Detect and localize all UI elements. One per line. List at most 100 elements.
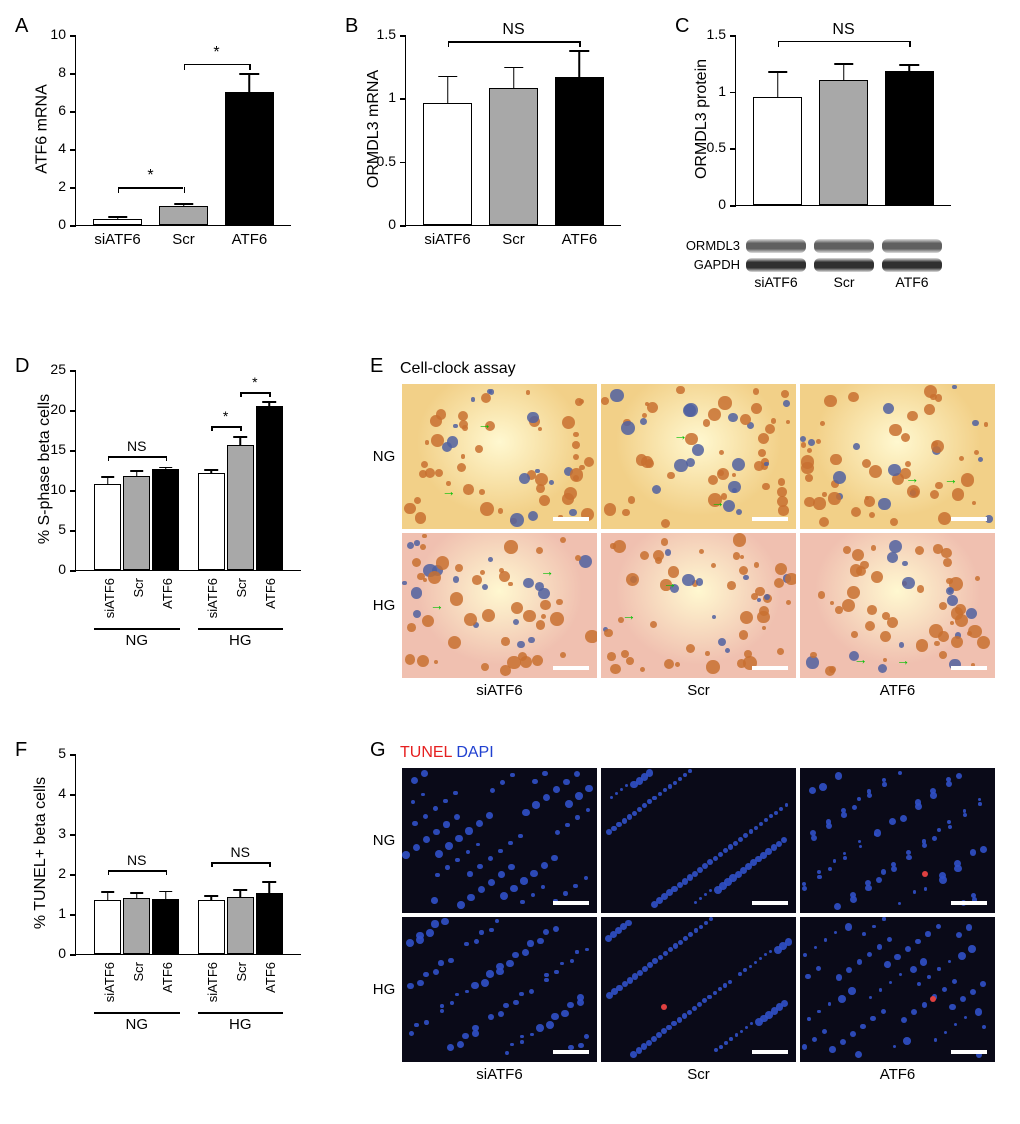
western-blots: ORMDL3 GAPDH siATF6 Scr ATF6: [680, 238, 990, 290]
significance-label: NS: [127, 852, 146, 868]
arrow-marker: →: [896, 652, 910, 668]
panel-e: E Cell-clock assay NG→→→→→→HG→→→→→→siATF…: [370, 360, 1020, 704]
ytick-label: 0: [26, 561, 66, 577]
bar: [256, 893, 283, 954]
ytick-label: 15: [26, 441, 66, 457]
ytick-label: 10: [26, 481, 66, 497]
ytick-label: 6: [26, 102, 66, 118]
bar: [94, 900, 121, 954]
ytick-label: 1.5: [686, 26, 726, 42]
bar: [198, 473, 225, 570]
blot-band: [882, 239, 942, 253]
bar: [198, 900, 225, 954]
arrow-marker: →: [478, 416, 492, 432]
arrow-marker: →: [430, 597, 444, 613]
group-label: NG: [94, 632, 180, 649]
x-label: ATF6: [225, 231, 274, 248]
ytick-label: 25: [26, 361, 66, 377]
ylabel-a: ATF6 mRNA: [34, 84, 52, 173]
microscopy-image: →→: [601, 533, 796, 678]
ytick-label: 5: [26, 521, 66, 537]
micro-col-label: Scr: [601, 682, 796, 704]
row-1: A ATF6 mRNA 0246810siATF6ScrATF6** B ORM…: [20, 20, 1020, 320]
bar: [555, 77, 604, 225]
blot-bands-gapdh: [746, 258, 942, 272]
arrow-marker: →: [622, 607, 636, 623]
micro-grid-g: NGHGsiATF6ScrATF6: [370, 768, 1020, 1088]
microscopy-image: [601, 917, 796, 1062]
panel-a: A ATF6 mRNA 0246810siATF6ScrATF6**: [20, 20, 310, 280]
panel-e-title: Cell-clock assay: [400, 360, 1020, 378]
x-label: Scr: [234, 578, 249, 598]
x-label: siATF6: [102, 962, 117, 1002]
ytick-label: 8: [26, 64, 66, 80]
significance-label: NS: [502, 21, 524, 39]
ytick-label: 0: [26, 216, 66, 232]
x-label: Scr: [489, 231, 538, 248]
ylabel-b: ORMDL3 mRNA: [365, 70, 383, 188]
micro-col-label: Scr: [601, 1066, 796, 1088]
bar: [123, 476, 150, 570]
x-label: ATF6: [555, 231, 604, 248]
arrow-marker: →: [854, 651, 868, 667]
micro-col-label: ATF6: [800, 682, 995, 704]
ytick-label: 10: [26, 26, 66, 42]
bar: [227, 897, 254, 954]
microscopy-image: →→: [402, 533, 597, 678]
blot-band: [814, 258, 874, 272]
microscopy-image: [601, 768, 796, 913]
arrow-marker: →: [905, 470, 919, 486]
arrow-marker: →: [442, 483, 456, 499]
significance-label: *: [223, 408, 228, 424]
blot-xlabel-0: siATF6: [746, 274, 806, 290]
x-label: ATF6: [263, 962, 278, 993]
x-label: ATF6: [160, 578, 175, 609]
figure-grid: A ATF6 mRNA 0246810siATF6ScrATF6** B ORM…: [20, 20, 1000, 1088]
plot-area-f: 012345siATF6ScrATF6NGsiATF6ScrATF6HGNSNS: [75, 754, 301, 955]
ytick-label: 0: [26, 945, 66, 961]
bar: [489, 88, 538, 225]
group-label: HG: [198, 1016, 284, 1033]
x-label: siATF6: [423, 231, 472, 248]
microscopy-image: →→: [800, 533, 995, 678]
micro-row-label: NG: [370, 768, 398, 913]
micro-col-label: siATF6: [402, 682, 597, 704]
bar: [123, 898, 150, 954]
ytick-label: 5: [26, 745, 66, 761]
group-label: NG: [94, 1016, 180, 1033]
microscopy-image: [402, 768, 597, 913]
microscopy-image: →→: [601, 384, 796, 529]
ytick-label: 1.5: [356, 26, 396, 42]
x-label: Scr: [131, 962, 146, 982]
bar: [256, 406, 283, 570]
panel-b: B ORMDL3 mRNA 00.511.5siATF6ScrATF6NS: [350, 20, 640, 280]
ytick-label: 0.5: [686, 139, 726, 155]
arrow-marker: →: [944, 471, 958, 487]
ytick-label: 0: [356, 216, 396, 232]
arrow-marker: →: [711, 494, 725, 510]
microscopy-image: →→: [402, 384, 597, 529]
microscopy-image: [402, 917, 597, 1062]
panel-g: G TUNEL DAPI NGHGsiATF6ScrATF6: [370, 744, 1020, 1088]
ytick-label: 0: [686, 196, 726, 212]
panel-c: C ORMDL3 protein 00.511.5NS ORMDL3 GAPDH…: [680, 20, 990, 320]
x-label: siATF6: [205, 578, 220, 618]
plot-area-a: 0246810siATF6ScrATF6**: [75, 35, 291, 226]
ytick-label: 1: [686, 83, 726, 99]
plot-area-b: 00.511.5siATF6ScrATF6NS: [405, 35, 621, 226]
panel-d: D % S-phase beta cells 0510152025siATF6S…: [20, 360, 320, 690]
significance-label: *: [213, 44, 219, 62]
ytick-label: 4: [26, 140, 66, 156]
bar: [819, 80, 868, 205]
panel-f: F % TUNEL+ beta cells 012345siATF6ScrATF…: [20, 744, 320, 1074]
micro-grid-e: NG→→→→→→HG→→→→→→siATF6ScrATF6: [370, 384, 1020, 704]
bar: [152, 899, 179, 954]
micro-col-label: ATF6: [800, 1066, 995, 1088]
bar: [159, 206, 208, 225]
bar: [753, 97, 802, 205]
blot-bands-ormdl3: [746, 239, 942, 253]
plot-area-c: 00.511.5NS: [735, 35, 951, 206]
arrow-marker: →: [540, 563, 554, 579]
x-label: Scr: [234, 962, 249, 982]
ytick-label: 0.5: [356, 153, 396, 169]
